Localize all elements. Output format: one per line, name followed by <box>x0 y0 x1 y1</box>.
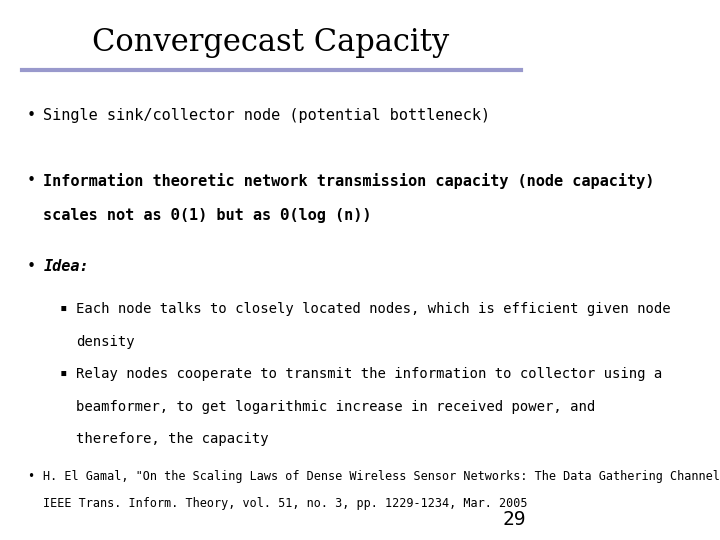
Text: 29: 29 <box>503 510 526 529</box>
Text: H. El Gamal, "On the Scaling Laws of Dense Wireless Sensor Networks: The Data Ga: H. El Gamal, "On the Scaling Laws of Den… <box>43 470 720 483</box>
Text: •: • <box>27 108 36 123</box>
Text: beamformer, to get logarithmic increase in received power, and: beamformer, to get logarithmic increase … <box>76 400 595 414</box>
Text: IEEE Trans. Inform. Theory, vol. 51, no. 3, pp. 1229-1234, Mar. 2005: IEEE Trans. Inform. Theory, vol. 51, no.… <box>43 497 528 510</box>
Text: •: • <box>27 173 36 188</box>
Text: scales not as Θ(1) but as Θ(log (n)): scales not as Θ(1) but as Θ(log (n)) <box>43 208 372 223</box>
Text: Single sink/collector node (potential bottleneck): Single sink/collector node (potential bo… <box>43 108 490 123</box>
Text: therefore, the capacity: therefore, the capacity <box>76 432 269 446</box>
Text: density: density <box>76 335 135 349</box>
Text: Relay nodes cooperate to transmit the information to collector using a: Relay nodes cooperate to transmit the in… <box>76 367 662 381</box>
Text: Convergecast Capacity: Convergecast Capacity <box>92 27 450 58</box>
Text: Information theoretic network transmission capacity (node capacity): Information theoretic network transmissi… <box>43 173 654 189</box>
Text: Each node talks to closely located nodes, which is efficient given node: Each node talks to closely located nodes… <box>76 302 670 316</box>
Text: •: • <box>27 470 35 483</box>
Text: •: • <box>27 259 36 274</box>
Text: Idea:: Idea: <box>43 259 89 274</box>
Text: ▪: ▪ <box>60 302 67 315</box>
Text: ▪: ▪ <box>60 367 67 380</box>
